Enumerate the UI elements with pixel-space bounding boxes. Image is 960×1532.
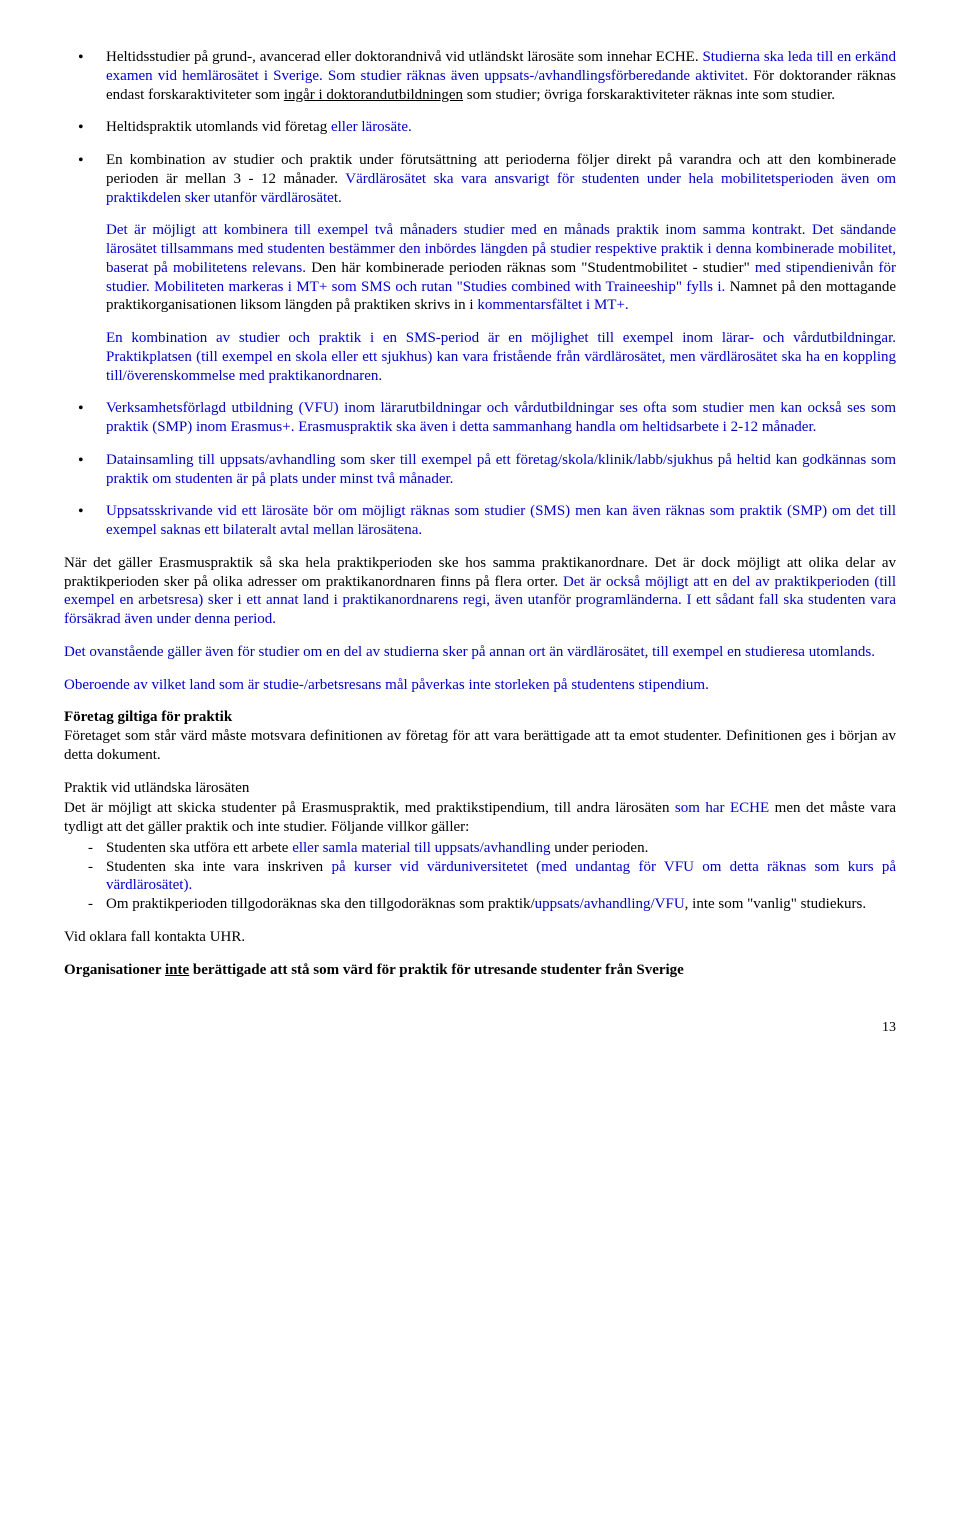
paragraph: Det är möjligt att skicka studenter på E… <box>64 799 896 837</box>
text: berättigade att stå som värd för praktik… <box>189 962 684 978</box>
bullet-item: En kombination av studier och praktik un… <box>64 151 896 385</box>
text: eller lärosäte. <box>331 119 412 135</box>
text: ingår i doktorandutbildningen <box>284 87 463 103</box>
text: Den här kombinerade perioden räknas som … <box>306 260 755 276</box>
text: , inte som "vanlig" studiekurs. <box>685 896 866 912</box>
dash-item: Studenten ska inte vara inskriven på kur… <box>64 858 896 896</box>
text: En kombination av studier och praktik i … <box>106 330 896 346</box>
page-number: 13 <box>64 1019 896 1037</box>
section-heading: Praktik vid utländska lärosäten <box>64 779 896 798</box>
paragraph: När det gäller Erasmuspraktik så ska hel… <box>64 554 896 629</box>
section-heading: Organisationer inte berättigade att stå … <box>64 961 896 980</box>
paragraph: Vid oklara fall kontakta UHR. <box>64 928 896 947</box>
bullet-item: Datainsamling till uppsats/avhandling so… <box>64 451 896 489</box>
text: under perioden. <box>550 840 648 856</box>
dash-item: Om praktikperioden tillgodoräknas ska de… <box>64 895 896 914</box>
text: Organisationer <box>64 962 165 978</box>
text: Som studier räknas även uppsats-/avhandl… <box>328 68 753 84</box>
paragraph: Oberoende av vilket land som är studie-/… <box>64 676 896 695</box>
paragraph: Företaget som står värd måste motsvara d… <box>64 727 896 765</box>
dash-item: Studenten ska utföra ett arbete eller sa… <box>64 839 896 858</box>
bullet-item: Uppsatsskrivande vid ett lärosäte bör om… <box>64 502 896 540</box>
bullet-item: Heltidsstudier på grund-, avancerad elle… <box>64 48 896 104</box>
bullet-item: Heltidspraktik utomlands vid företag ell… <box>64 118 896 137</box>
text: Studenten ska inte vara inskriven <box>106 859 331 875</box>
text: Studenten ska utföra ett arbete <box>106 840 292 856</box>
text: Det är möjligt att kombinera till exempe… <box>106 222 806 238</box>
text: Det är möjligt att skicka studenter på E… <box>64 800 675 816</box>
text: eller samla material till uppsats/avhand… <box>292 840 550 856</box>
text: kommentarsfältet i MT+. <box>477 297 628 313</box>
sub-paragraph: En kombination av studier och praktik i … <box>106 329 896 385</box>
text: Praktikplatsen (till exempel en skola el… <box>106 349 896 384</box>
text: Om praktikperioden tillgodoräknas ska de… <box>106 896 535 912</box>
section-heading: Företag giltiga för praktik <box>64 708 896 727</box>
text: uppsats/avhandling/VFU <box>535 896 685 912</box>
text: inte <box>165 962 189 978</box>
bullet-item: Verksamhetsförlagd utbildning (VFU) inom… <box>64 399 896 437</box>
text: Heltidspraktik utomlands vid företag <box>106 119 331 135</box>
text: som studier; övriga forskaraktiviteter r… <box>463 87 835 103</box>
text: Uppsatsskrivande vid ett lärosäte bör om… <box>106 503 896 538</box>
sub-paragraph: Det är möjligt att kombinera till exempe… <box>106 221 896 315</box>
paragraph: Det ovanstående gäller även för studier … <box>64 643 896 662</box>
text: Heltidsstudier på grund-, avancerad elle… <box>106 49 702 65</box>
text: som har ECHE <box>675 800 769 816</box>
dash-list: Studenten ska utföra ett arbete eller sa… <box>64 839 896 914</box>
text: Datainsamling till uppsats/avhandling so… <box>106 452 896 487</box>
text: Erasmuspraktik ska även i detta sammanha… <box>298 419 816 435</box>
bullet-list-main: Heltidsstudier på grund-, avancerad elle… <box>64 48 896 540</box>
